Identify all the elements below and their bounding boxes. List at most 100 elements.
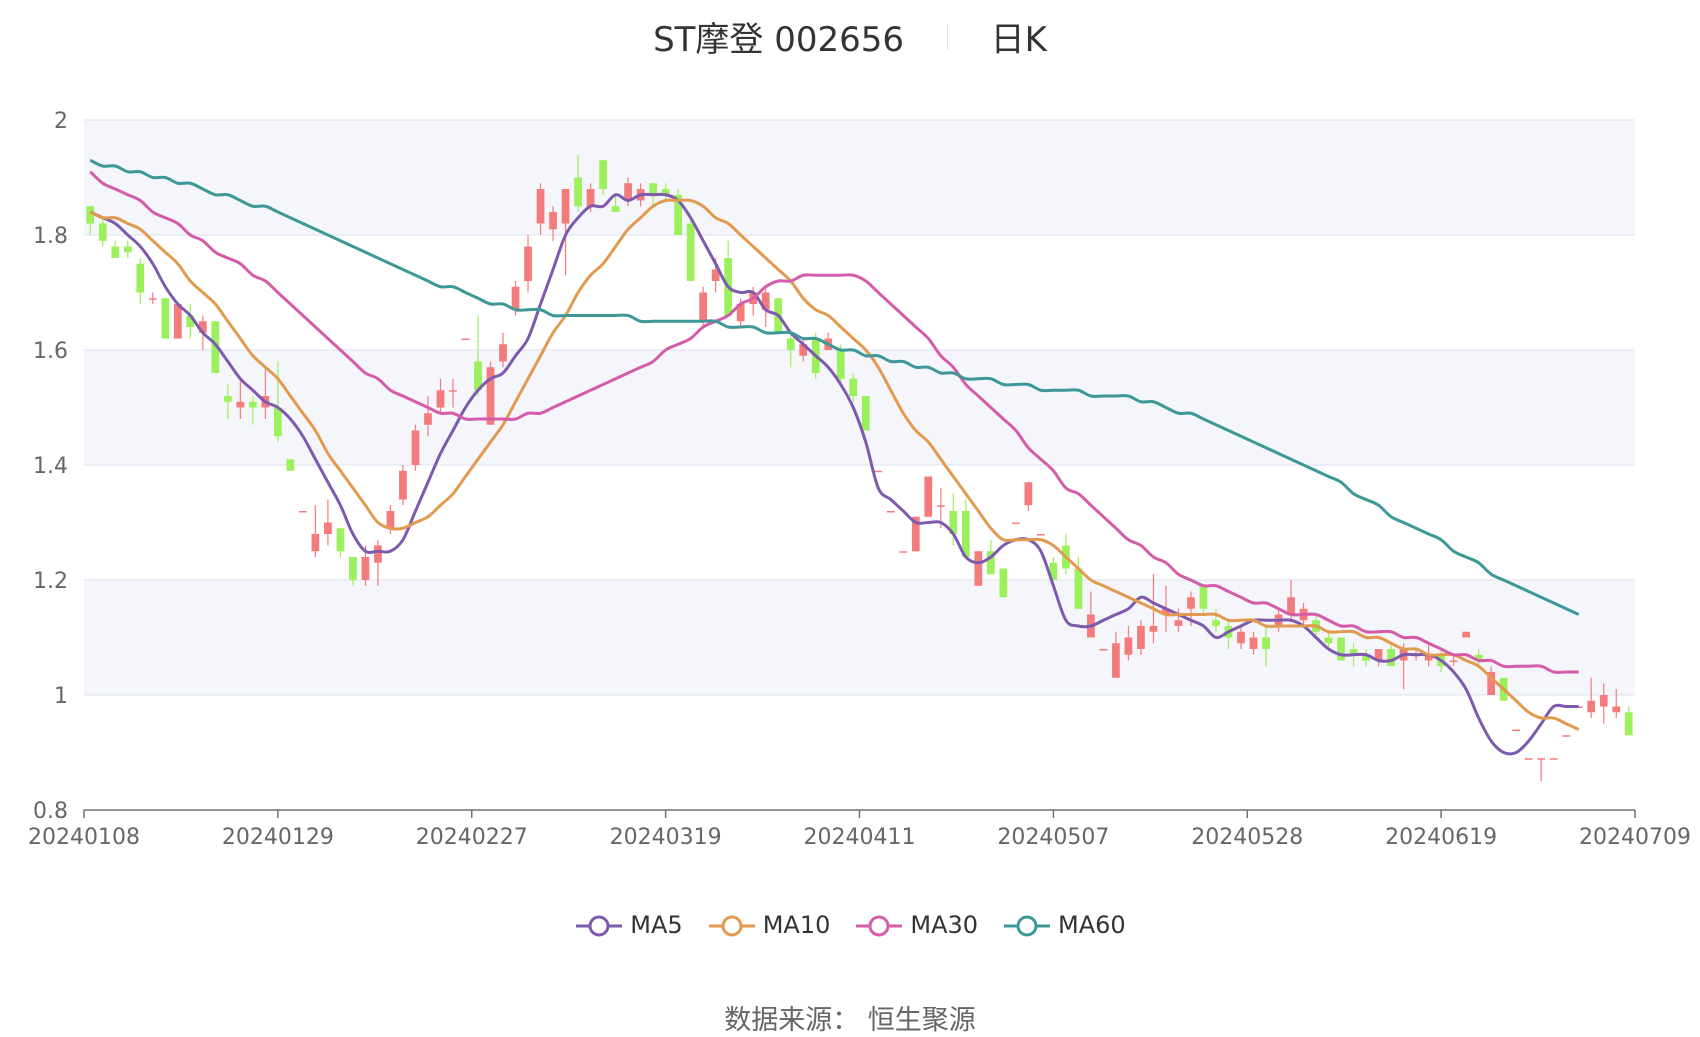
candle-body xyxy=(649,183,657,195)
candle-body xyxy=(411,430,420,465)
title-separator xyxy=(946,23,948,50)
candle-body xyxy=(98,223,107,241)
candle-body xyxy=(599,160,607,189)
candle-body xyxy=(699,292,708,322)
candle-body xyxy=(1474,654,1483,661)
y-tick-label: 1.6 xyxy=(33,339,68,364)
candle-body xyxy=(711,269,720,281)
y-tick-label: 1 xyxy=(54,684,68,709)
candle-body xyxy=(424,413,432,425)
x-tick-label: 20240709 xyxy=(1579,825,1691,850)
series-line-ma60 xyxy=(89,158,1580,616)
candle-body xyxy=(986,551,995,575)
legend-item-ma10[interactable]: MA10 xyxy=(707,911,830,939)
candle-body xyxy=(686,223,695,281)
candle-body xyxy=(461,338,470,340)
candle-body xyxy=(1549,758,1558,760)
candle-body xyxy=(1362,654,1370,661)
candle-body xyxy=(961,511,970,557)
candle-body xyxy=(436,390,445,408)
candle-body xyxy=(148,298,157,300)
legend-item-ma5[interactable]: MA5 xyxy=(574,911,683,939)
legend: MA5 MA10 MA30 MA60 xyxy=(0,910,1700,939)
data-source: 数据来源： 恒生聚源 xyxy=(724,1005,976,1036)
candle-body xyxy=(86,206,95,224)
grid-band xyxy=(84,695,1635,810)
candle-body xyxy=(1337,637,1345,661)
candle-body xyxy=(874,470,883,473)
candle-body xyxy=(1249,637,1258,649)
candle-body xyxy=(1187,597,1195,609)
candle-body xyxy=(1624,712,1633,736)
candle-body xyxy=(399,470,407,500)
candle-body xyxy=(1036,534,1045,536)
candle-body xyxy=(1262,637,1270,649)
candle-body xyxy=(336,528,345,552)
candle-body xyxy=(486,367,495,425)
grid-band xyxy=(84,235,1635,350)
candle-body xyxy=(1049,562,1058,580)
chart-title: ST摩登 002656 日K xyxy=(0,12,1700,61)
legend-marker-icon xyxy=(856,915,903,937)
legend-item-ma30[interactable]: MA30 xyxy=(854,911,978,939)
candle-body xyxy=(661,189,670,195)
candle-body xyxy=(1349,649,1358,655)
legend-label: MA5 xyxy=(630,911,683,939)
stock-name-code: ST摩登 002656 xyxy=(653,20,905,60)
candle-body xyxy=(248,401,257,408)
candle-body xyxy=(624,183,632,201)
x-tick-label: 20240108 xyxy=(28,825,140,850)
candle-body xyxy=(299,511,307,513)
candle-body xyxy=(511,286,520,310)
candle-body xyxy=(286,459,295,471)
candle-body xyxy=(799,344,808,356)
candle-body xyxy=(611,206,620,212)
y-tick-label: 1.8 xyxy=(33,224,68,249)
candle-body xyxy=(1074,568,1083,609)
candle-body xyxy=(474,361,482,391)
candle-body xyxy=(999,568,1008,598)
candle-body xyxy=(1137,626,1145,649)
x-tick-label: 20240319 xyxy=(610,825,722,850)
candle-body xyxy=(736,304,745,322)
candle-body xyxy=(761,292,770,310)
grid-band xyxy=(84,350,1635,465)
candle-body xyxy=(1612,706,1621,713)
x-tick-label: 20240129 xyxy=(222,825,334,850)
candle-body xyxy=(949,511,958,534)
candle-body xyxy=(836,350,845,379)
period-label: 日K xyxy=(990,20,1047,60)
legend-marker-icon xyxy=(576,915,623,937)
candle-body xyxy=(386,511,395,529)
legend-item-ma60[interactable]: MA60 xyxy=(1002,911,1126,939)
candle-body xyxy=(374,545,382,563)
candle-body xyxy=(899,551,908,553)
candle-body xyxy=(136,263,145,293)
x-tick-label: 20240411 xyxy=(804,825,916,850)
x-tick-label: 20240227 xyxy=(416,825,528,850)
candle-body xyxy=(1199,585,1208,609)
candle-body xyxy=(1524,758,1533,760)
candle-body xyxy=(1162,608,1170,615)
candle-body xyxy=(198,321,207,333)
candle-body xyxy=(1287,597,1295,615)
candle-body xyxy=(1512,729,1521,731)
candle-body xyxy=(349,557,357,580)
candle-body xyxy=(1112,643,1120,678)
candle-body xyxy=(223,396,232,402)
candle-body xyxy=(786,338,795,350)
candle-body xyxy=(123,246,132,253)
candle-body xyxy=(161,298,170,339)
y-tick-label: 0.8 xyxy=(33,799,68,824)
candle-body xyxy=(499,344,507,362)
candle-body xyxy=(886,511,895,513)
candle-body xyxy=(361,557,370,580)
candle-body xyxy=(1374,649,1383,661)
candle-body xyxy=(111,246,120,258)
candle-body xyxy=(849,378,858,396)
candle-body xyxy=(1124,637,1133,655)
candlestick-chart: 0.8 1 1.2 1.4 1.6 1.8 2 20240108 20240129 2024022… xyxy=(28,109,1691,850)
y-tick-label: 2 xyxy=(54,109,68,134)
candle-body xyxy=(324,522,332,534)
candle-body xyxy=(311,534,320,552)
